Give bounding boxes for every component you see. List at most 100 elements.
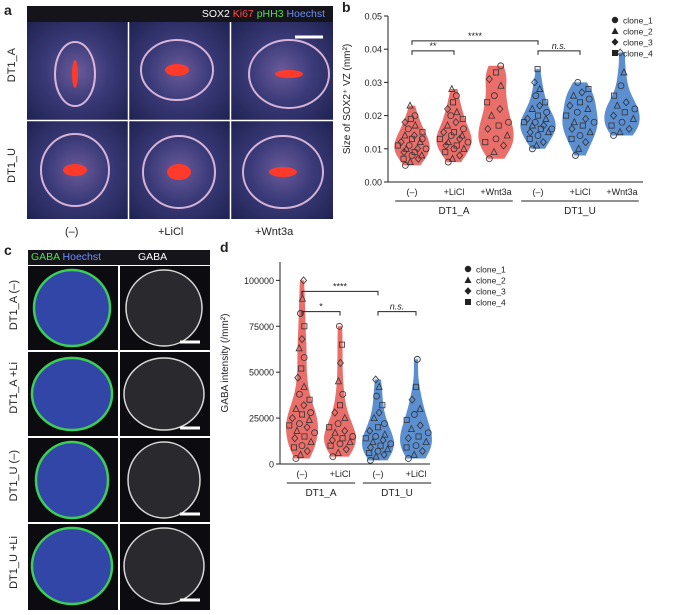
lumen	[275, 70, 303, 78]
data-point	[418, 447, 426, 456]
data-point	[387, 440, 395, 448]
significance-label: **	[429, 41, 437, 51]
data-point	[576, 132, 584, 139]
data-point	[411, 112, 419, 119]
y-axis-label: GABA intensity (/mm²)	[220, 314, 231, 413]
data-point	[563, 112, 570, 119]
significance-label: ****	[333, 281, 348, 291]
violin	[394, 105, 430, 166]
data-point	[414, 144, 422, 153]
data-point	[460, 125, 467, 133]
data-point	[451, 129, 458, 136]
data-point	[436, 135, 443, 142]
significance-label: n.s.	[390, 302, 405, 312]
significance-bracket	[301, 311, 341, 316]
data-point	[542, 114, 550, 122]
y-tick-label: 0.05	[364, 12, 382, 22]
y-tick-label: 25000	[249, 414, 274, 424]
legend-label: clone_2	[623, 27, 653, 37]
legend-label: clone_2	[476, 276, 506, 286]
data-point	[401, 161, 409, 169]
data-point	[329, 453, 337, 461]
data-point	[379, 402, 386, 409]
panel-c-image-grid	[28, 266, 210, 610]
data-point	[424, 429, 432, 437]
data-point	[574, 144, 583, 152]
data-point	[484, 124, 492, 133]
data-point	[539, 138, 547, 147]
data-point	[311, 429, 318, 437]
data-point	[618, 118, 626, 126]
data-point	[526, 128, 534, 137]
data-point	[374, 447, 382, 455]
panel-a-legend-bar: SOX2 Ki67 pHH3 Hoechst	[27, 6, 333, 22]
data-point	[372, 452, 380, 460]
data-point	[485, 155, 493, 163]
data-point	[407, 115, 414, 122]
data-point	[464, 138, 472, 146]
legend-item: clone_3	[464, 287, 506, 297]
data-point	[291, 444, 298, 451]
data-point	[482, 139, 489, 146]
data-point	[334, 448, 342, 456]
data-point	[300, 354, 308, 361]
col-label-licl: +LiCl	[158, 226, 184, 238]
data-point	[362, 435, 369, 442]
data-point	[448, 84, 456, 92]
data-point	[584, 104, 592, 112]
legend-item: clone_2	[611, 27, 653, 37]
legend-gaba: GABA	[31, 251, 60, 263]
panel-label: b	[342, 0, 351, 15]
data-point	[611, 92, 618, 99]
group-label: DT1_A	[438, 206, 469, 217]
data-point	[620, 68, 628, 76]
data-point	[377, 442, 384, 449]
lumen	[63, 164, 87, 176]
data-point	[349, 433, 357, 440]
data-point	[411, 121, 419, 129]
data-point	[418, 135, 426, 143]
legend-hoechst-c: Hoechst	[62, 251, 102, 263]
rosette	[248, 39, 330, 109]
data-point	[585, 95, 593, 103]
violin	[436, 89, 472, 163]
data-point	[410, 131, 418, 140]
data-point	[610, 132, 617, 139]
x-tick-label: +Wnt3a	[480, 187, 511, 197]
legend-label: clone_4	[623, 49, 653, 59]
organoid-merge	[30, 356, 114, 432]
group-label: DT1_A	[305, 488, 336, 498]
panel-c-label: c	[4, 242, 12, 258]
x-tick-label: +Wnt3a	[606, 187, 637, 197]
data-point	[334, 420, 342, 428]
col-label-wnt3a: +Wnt3a	[255, 226, 294, 238]
row-label-dt1a-li: DT1_A +Li	[8, 362, 20, 414]
data-point	[452, 118, 460, 127]
data-point	[487, 111, 496, 119]
data-point	[404, 125, 412, 133]
data-point	[375, 408, 383, 417]
data-point	[497, 62, 505, 70]
rosette	[142, 135, 216, 209]
data-point	[582, 114, 590, 124]
data-point	[568, 135, 575, 142]
data-point	[405, 455, 412, 462]
data-point	[405, 142, 413, 149]
data-point	[422, 145, 430, 153]
organoid-gaba	[125, 269, 203, 347]
data-point	[372, 375, 380, 384]
panel-a-image-grid	[27, 22, 333, 219]
x-tick-label: +LiCl	[570, 187, 591, 197]
data-point	[616, 48, 624, 57]
data-point	[406, 101, 414, 109]
rosette	[140, 39, 214, 101]
organoid-gaba	[123, 527, 205, 605]
x-tick-label: (–)	[407, 187, 418, 197]
data-point	[419, 129, 426, 136]
data-point	[303, 423, 311, 432]
y-tick-label: 75000	[249, 322, 274, 332]
data-point	[301, 433, 308, 440]
data-point	[531, 118, 539, 126]
data-point	[448, 154, 457, 162]
data-point	[374, 424, 381, 431]
